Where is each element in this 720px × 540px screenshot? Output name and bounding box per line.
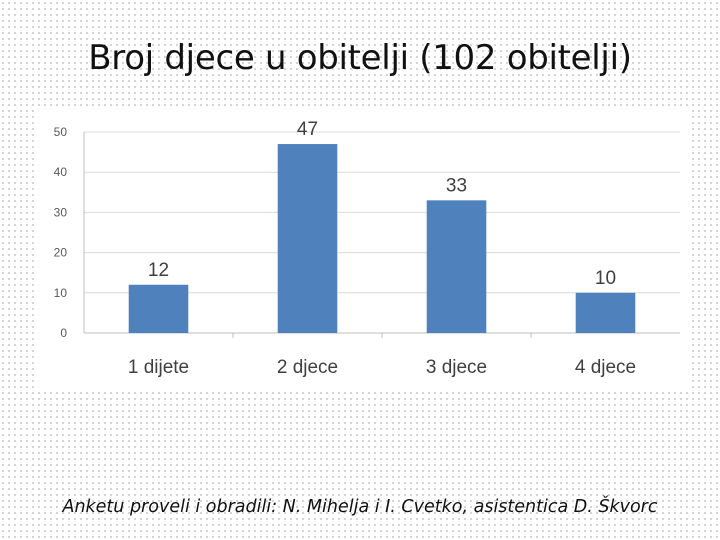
- chart-area: 0 10 20 30 40 50 12 1 dijete 47 2 djece 33 3 djece 1…: [36, 108, 690, 388]
- bar: [277, 144, 338, 333]
- y-tick-label: 50: [54, 125, 68, 139]
- slide-footer: Anketu proveli i obradili: N. Mihelja i …: [62, 497, 658, 517]
- x-tick-label: 2 djece: [277, 357, 338, 378]
- y-tick-label: 30: [54, 205, 68, 219]
- data-label: 47: [297, 119, 318, 140]
- data-label: 12: [148, 260, 169, 281]
- bar: [128, 284, 189, 333]
- bar: [426, 200, 487, 333]
- x-tick-label: 1 dijete: [128, 357, 189, 378]
- bar: [575, 292, 636, 333]
- bar-chart: 0 10 20 30 40 50 12 1 dijete 47 2 djece 33 3 djece 1…: [54, 119, 680, 378]
- data-label: 33: [446, 175, 467, 196]
- y-tick-label: 20: [54, 246, 68, 260]
- data-label: 10: [595, 268, 616, 289]
- y-tick-label: 40: [54, 165, 68, 179]
- y-tick-label: 10: [54, 286, 68, 300]
- x-tick-label: 4 djece: [575, 357, 636, 378]
- slide-title: Broj djece u obitelji (102 obitelji): [88, 38, 632, 78]
- y-tick-label: 0: [60, 326, 67, 340]
- x-tick-label: 3 djece: [426, 357, 487, 378]
